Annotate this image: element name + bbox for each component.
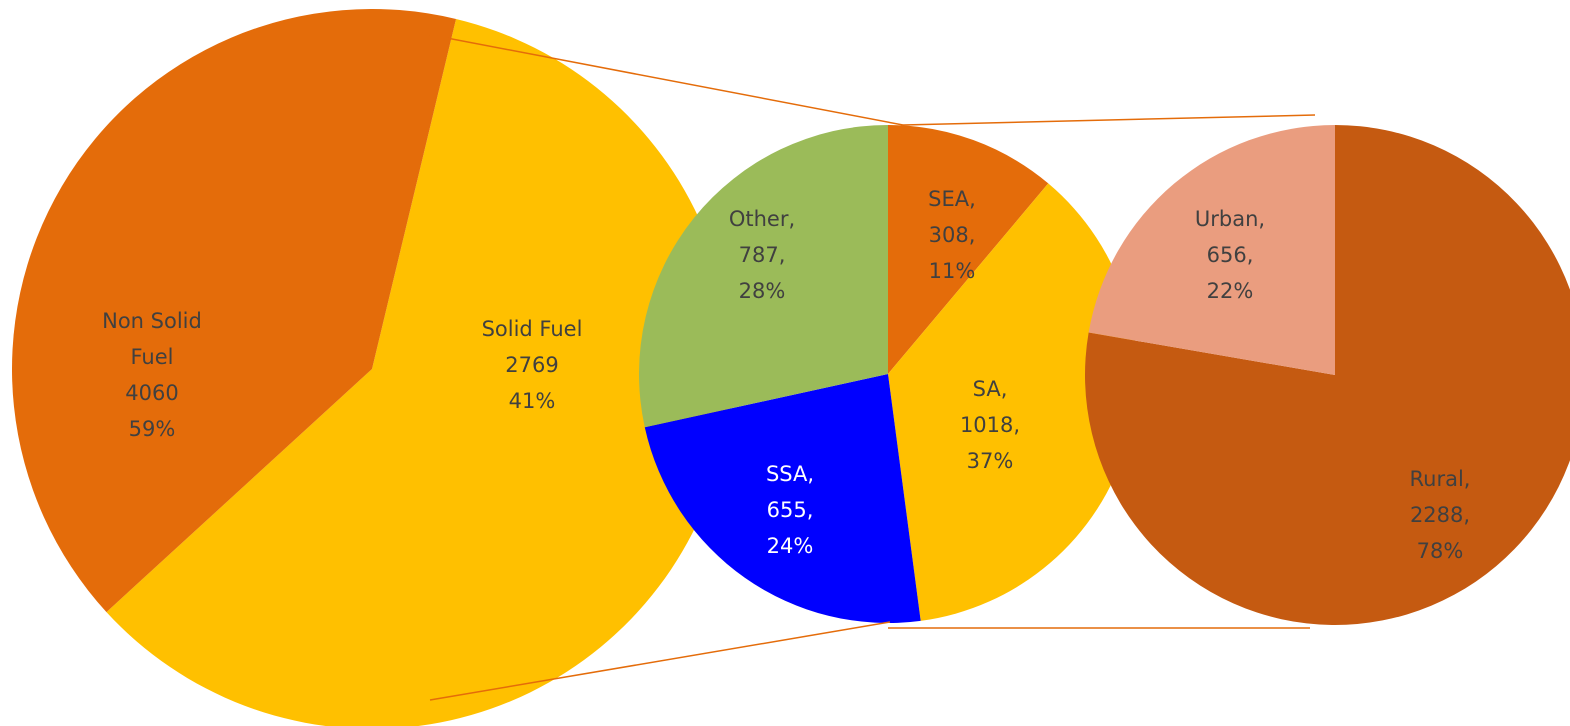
pie-slice — [888, 125, 1049, 374]
connector-line — [404, 29, 904, 126]
pie — [11, 8, 732, 726]
percent-label: 24% — [766, 534, 814, 558]
value-label: 656, — [1206, 243, 1254, 267]
category-label: Other, — [728, 207, 796, 231]
pie-slice — [106, 18, 732, 726]
pies — [11, 8, 1570, 726]
category-label: Solid Fuel — [481, 317, 583, 341]
category-label: Non Solid Fuel — [102, 309, 202, 369]
category-label: SA, — [972, 377, 1008, 401]
category-label: SEA, — [928, 187, 976, 211]
value-label: 308, — [928, 223, 976, 247]
percent-label: 37% — [966, 449, 1014, 473]
pie-slice — [11, 8, 457, 613]
pie-slice — [644, 374, 921, 623]
category-label: Urban, — [1194, 207, 1266, 231]
data-label: Urban, 656, 22% — [1165, 201, 1295, 309]
data-label: Non Solid Fuel 4060 59% — [87, 303, 217, 447]
pie-slice — [1085, 125, 1570, 625]
category-label: SSA, — [765, 462, 815, 486]
value-label: 655, — [766, 498, 814, 522]
value-label: 787, — [738, 243, 786, 267]
value-label: 2288, — [1409, 503, 1471, 527]
pie — [639, 125, 1137, 623]
pie — [1085, 125, 1570, 625]
data-label: SA, 1018, 37% — [925, 371, 1055, 479]
data-label: SEA, 308, 11% — [887, 181, 1017, 289]
value-label: 1018, — [959, 413, 1021, 437]
connector-line — [902, 114, 1316, 126]
category-label: Rural, — [1409, 467, 1471, 491]
data-label: Rural, 2288, 78% — [1375, 461, 1505, 569]
data-label: SSA, 655, 24% — [725, 456, 855, 564]
connector-line — [429, 621, 891, 701]
pie-slice — [639, 125, 888, 428]
data-label: Other, 787, 28% — [697, 201, 827, 309]
percent-label: 28% — [738, 279, 786, 303]
percent-label: 78% — [1416, 539, 1464, 563]
pie-slice — [1088, 125, 1335, 375]
percent-label: 11% — [928, 259, 976, 283]
connectors — [404, 29, 1316, 701]
percent-label: 59% — [128, 417, 176, 441]
pie-slice — [888, 183, 1137, 621]
data-label: Solid Fuel 2769 41% — [467, 311, 597, 419]
percent-label: 22% — [1206, 279, 1254, 303]
value-label: 2769 — [505, 353, 559, 377]
value-label: 4060 — [125, 381, 179, 405]
percent-label: 41% — [508, 389, 556, 413]
